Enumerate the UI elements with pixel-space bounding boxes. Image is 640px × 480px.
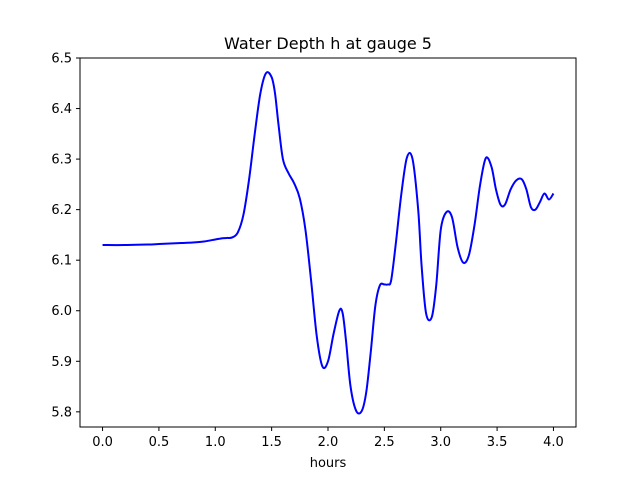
x-tick-label: 1.5 bbox=[261, 435, 282, 450]
x-tick-label: 2.0 bbox=[318, 435, 339, 450]
y-tick-label: 6.2 bbox=[51, 203, 72, 218]
plot-area bbox=[102, 71, 555, 415]
y-tick-label: 6.0 bbox=[51, 304, 72, 319]
axes-frame bbox=[79, 57, 577, 428]
x-tick-label: 1.0 bbox=[205, 435, 226, 450]
chart-title: Water Depth h at gauge 5 bbox=[224, 34, 432, 53]
y-tick-label: 5.9 bbox=[51, 355, 72, 370]
x-axis-label: hours bbox=[310, 456, 347, 471]
y-tick-label: 5.8 bbox=[51, 405, 72, 420]
y-tick-label: 6.5 bbox=[51, 52, 72, 67]
x-tick-label: 4.0 bbox=[543, 435, 564, 450]
x-tick-label: 3.5 bbox=[487, 435, 508, 450]
x-axis: 0.0 0.5 1.0 1.5 2.0 2.5 3.0 3.5 4.0 bbox=[92, 427, 564, 450]
series-line bbox=[102, 71, 555, 415]
y-tick-label: 6.4 bbox=[51, 102, 72, 117]
y-tick-label: 6.3 bbox=[51, 153, 72, 168]
x-tick-label: 3.0 bbox=[430, 435, 451, 450]
y-axis: 5.8 5.9 6.0 6.1 6.2 6.3 6.4 6.5 bbox=[51, 52, 80, 420]
y-tick-label: 6.1 bbox=[51, 254, 72, 269]
x-tick-label: 2.5 bbox=[374, 435, 395, 450]
x-tick-label: 0.5 bbox=[149, 435, 170, 450]
x-tick-label: 0.0 bbox=[92, 435, 113, 450]
